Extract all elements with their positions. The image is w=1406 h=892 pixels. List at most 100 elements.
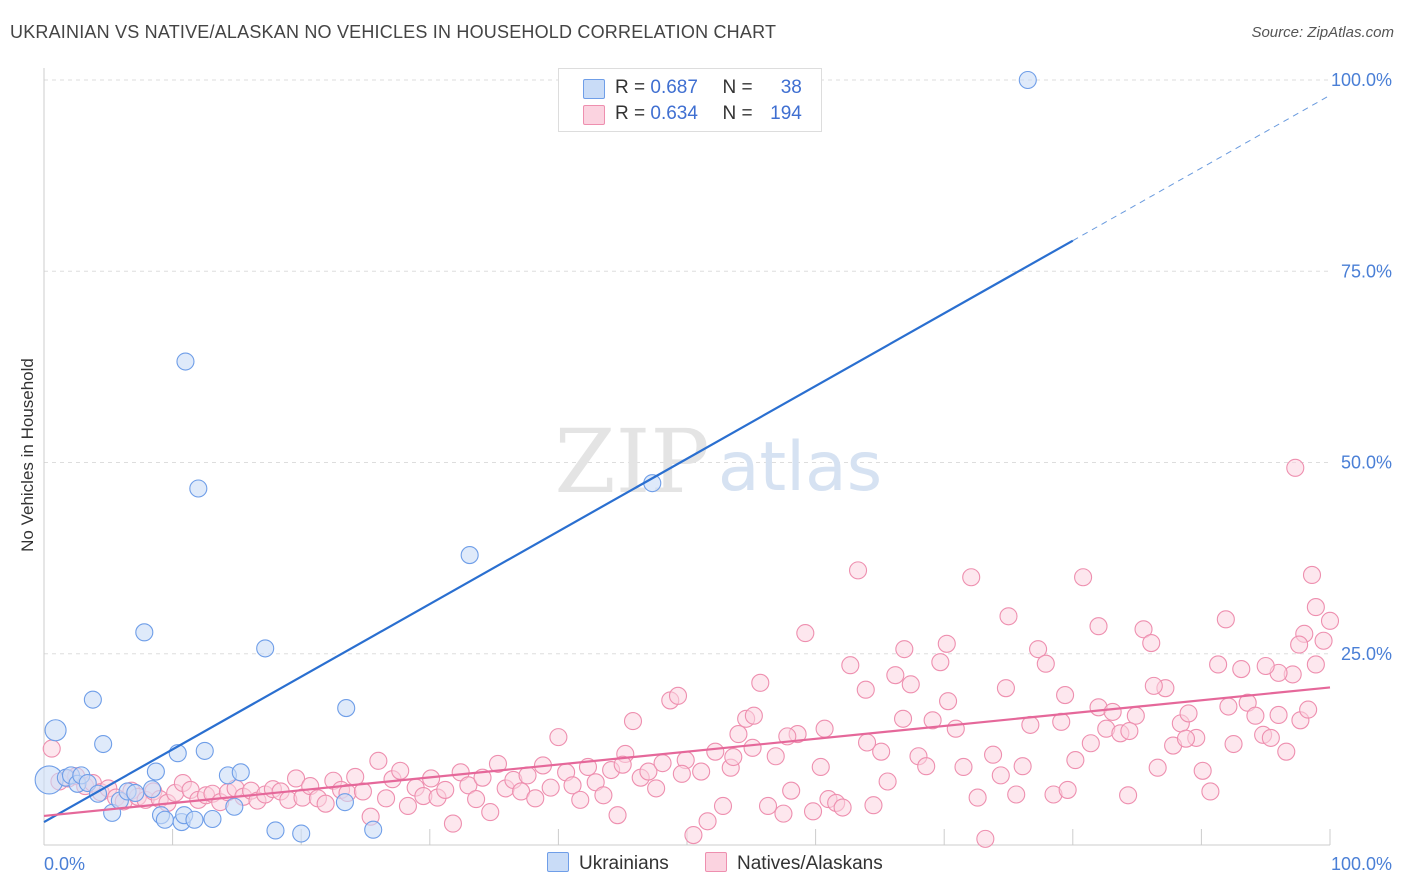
- native-alaskan-point: [353, 782, 372, 801]
- native-alaskan-point: [443, 814, 462, 833]
- native-alaskan-point: [833, 798, 852, 817]
- legend-n-label: N =: [722, 77, 758, 98]
- native-alaskan-point: [962, 568, 981, 587]
- native-alaskan-point: [1256, 656, 1275, 676]
- ukrainian-point: [94, 734, 113, 754]
- bottom-legend-ukrainians: Ukrainians: [547, 852, 669, 875]
- native-alaskan-point: [1299, 700, 1318, 719]
- native-alaskan-point: [878, 772, 897, 791]
- native-alaskan-point: [541, 778, 560, 797]
- y-tick-label: 50.0%: [1341, 453, 1392, 473]
- native-alaskan-point: [1216, 610, 1235, 629]
- native-alaskan-point: [856, 680, 875, 699]
- native-alaskan-point: [42, 739, 61, 758]
- native-alaskan-point: [984, 745, 1003, 764]
- bottom-legend-label: Ukrainians: [579, 853, 669, 874]
- native-alaskan-point: [724, 747, 743, 767]
- native-alaskan-point: [937, 634, 956, 653]
- native-alaskan-point: [459, 776, 478, 795]
- native-alaskan-point: [1193, 761, 1212, 780]
- native-alaskan-point: [1029, 640, 1048, 659]
- native-alaskan-point: [672, 764, 691, 783]
- native-alaskan-point: [751, 673, 770, 692]
- native-alaskan-point: [1224, 734, 1243, 754]
- native-alaskan-point: [526, 789, 545, 808]
- correlation-legend: R = 0.687 N = 38 R = 0.634 N = 194: [558, 68, 822, 132]
- y-tick-label: 25.0%: [1341, 644, 1392, 664]
- native-alaskan-point: [931, 653, 950, 672]
- native-alaskan-point: [1302, 565, 1322, 585]
- legend-n-value: 194: [770, 103, 802, 124]
- native-alaskan-point: [391, 761, 410, 780]
- chart-title: UKRAINIAN VS NATIVE/ALASKAN NO VEHICLES …: [10, 22, 777, 42]
- ukrainian-points: [34, 70, 1037, 843]
- native-alaskan-point: [563, 776, 582, 795]
- native-alaskan-point: [744, 706, 763, 725]
- native-alaskan-point: [698, 812, 717, 831]
- native-alaskan-point: [743, 738, 762, 757]
- native-alaskan-point: [946, 719, 965, 738]
- legend-r-label: R =: [615, 103, 651, 124]
- native-alaskan-point: [917, 757, 936, 776]
- pink-swatch: [705, 852, 727, 872]
- native-alaskan-point: [594, 786, 613, 805]
- native-alaskan-point: [811, 757, 830, 777]
- native-alaskan-point: [316, 794, 335, 813]
- blue-swatch: [547, 852, 569, 872]
- native-alaskan-point: [954, 757, 973, 777]
- native-alaskan-trend-line: [43, 686, 1331, 818]
- native-alaskan-point: [999, 607, 1018, 626]
- native-alaskan-point: [623, 712, 643, 731]
- native-alaskan-point: [1120, 721, 1139, 741]
- native-alaskan-point: [713, 796, 733, 816]
- native-alaskan-point: [996, 679, 1015, 698]
- native-alaskan-point: [287, 769, 306, 788]
- native-alaskan-point: [1219, 697, 1238, 716]
- native-alaskan-point: [1320, 611, 1340, 630]
- native-alaskan-point: [1306, 598, 1325, 617]
- native-alaskan-point: [398, 796, 417, 816]
- trend-lines: [43, 94, 1331, 824]
- gridlines: [44, 79, 1330, 655]
- ukrainian-point: [266, 821, 285, 840]
- ukrainian-point: [189, 479, 208, 498]
- legend-n-label: N =: [722, 103, 758, 124]
- native-alaskan-point: [436, 780, 455, 799]
- native-alaskan-point: [1103, 702, 1122, 721]
- native-alaskan-point: [1013, 757, 1032, 776]
- native-alaskan-point: [857, 733, 877, 752]
- native-alaskan-point: [1232, 659, 1251, 679]
- native-alaskan-point: [1066, 751, 1085, 770]
- native-alaskan-point: [872, 742, 891, 761]
- native-alaskan-point: [796, 624, 815, 643]
- native-alaskan-point: [901, 675, 920, 694]
- native-alaskan-point: [923, 711, 942, 730]
- ukrainian-point: [335, 793, 354, 812]
- native-alaskan-point: [571, 790, 590, 809]
- legend-n-value: 38: [780, 77, 802, 98]
- native-alaskan-point: [668, 686, 688, 705]
- native-alaskan-point: [608, 806, 627, 825]
- native-alaskan-point: [481, 803, 500, 822]
- native-alaskan-point: [1290, 635, 1309, 654]
- ukrainian-point: [203, 809, 222, 829]
- watermark: ZIP atlas: [554, 410, 882, 513]
- legend-r-label: R =: [615, 77, 651, 98]
- native-alaskan-point: [1179, 704, 1198, 723]
- native-alaskan-point: [1176, 729, 1196, 748]
- native-alaskan-point: [518, 766, 537, 785]
- legend-r-value: 0.634: [650, 103, 698, 124]
- bottom-legend-label: Natives/Alaskans: [737, 853, 883, 874]
- y-tick-label: 75.0%: [1341, 261, 1392, 281]
- native-alaskan-point: [1126, 706, 1145, 725]
- native-alaskan-point: [1148, 758, 1167, 777]
- native-alaskan-point: [841, 656, 860, 675]
- ukrainian-point: [195, 741, 214, 760]
- native-alaskan-point: [488, 754, 508, 773]
- tick-labels: 100.0% 75.0% 50.0% 25.0% 0.0% 100.0%: [44, 70, 1392, 874]
- x-tick-label: 100.0%: [1331, 854, 1392, 874]
- native-alaskan-point: [1201, 782, 1220, 801]
- native-alaskan-point: [1142, 633, 1161, 653]
- blue-swatch: [583, 79, 605, 99]
